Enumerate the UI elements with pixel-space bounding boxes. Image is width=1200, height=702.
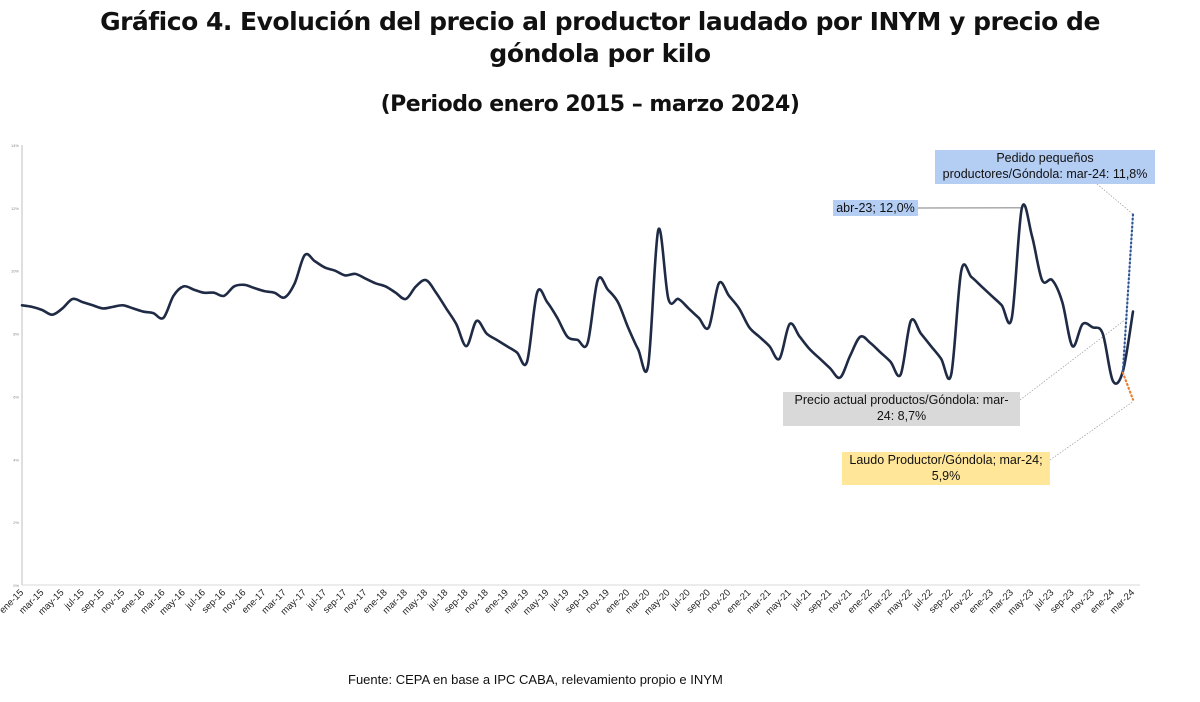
annotation-pedido: Pedido pequeños productores/Góndola: mar… xyxy=(935,150,1155,184)
chart-title: Gráfico 4. Evolución del precio al produ… xyxy=(100,7,1100,68)
annotation-pedido-line1: Pedido pequeños xyxy=(996,151,1094,165)
annotation-laudo: Laudo Productor/Góndola; mar-24; 5,9% xyxy=(842,452,1050,485)
annotation-precio-line2: 24: 8,7% xyxy=(876,409,927,423)
leader-line xyxy=(1096,183,1134,215)
y-tick-label: 10% xyxy=(11,269,19,274)
leader-line xyxy=(1049,401,1134,461)
annotation-precio-line1: Precio actual productos/Góndola: mar- xyxy=(794,393,1009,407)
annotation-laudo-line2: 5,9% xyxy=(931,469,961,483)
y-tick-label: 0% xyxy=(13,583,19,588)
y-tick-label: 6% xyxy=(13,394,19,399)
chart-subtitle: (Periodo enero 2015 – marzo 2024) xyxy=(380,92,800,117)
y-tick-label: 14% xyxy=(11,143,19,148)
annotation-precio-actual: Precio actual productos/Góndola: mar- 24… xyxy=(783,392,1020,426)
y-tick-label: 8% xyxy=(13,332,19,337)
y-tick-label: 4% xyxy=(13,457,19,462)
y-tick-label: 12% xyxy=(11,206,19,211)
y-tick-label: 2% xyxy=(13,520,19,525)
annotation-laudo-line1: Laudo Productor/Góndola; mar-24; xyxy=(849,453,1043,467)
annotation-peak: abr-23; 12,0% xyxy=(833,200,918,216)
series-line-0 xyxy=(20,203,1135,385)
series-line-2 xyxy=(1121,371,1135,401)
leader-line xyxy=(1019,317,1129,401)
series-line-1 xyxy=(1121,213,1135,373)
source-note: Fuente: CEPA en base a IPC CABA, relevam… xyxy=(348,672,723,687)
annotation-pedido-line2: productores/Góndola: mar-24: 11,8% xyxy=(942,167,1148,181)
